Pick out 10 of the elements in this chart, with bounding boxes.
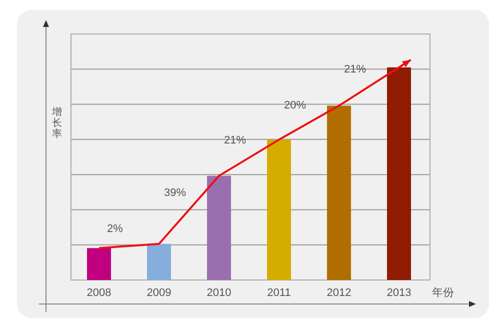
annotation: 2% bbox=[107, 222, 124, 235]
x-tick-label: 2008 bbox=[86, 287, 112, 299]
x-tick-label: 2013 bbox=[386, 287, 412, 299]
x-tick-label: 2012 bbox=[326, 287, 352, 299]
y-axis-title: 增长率 bbox=[51, 106, 62, 140]
x-tick-label: 2010 bbox=[206, 287, 232, 299]
x-axis-title: 年份 bbox=[432, 287, 454, 299]
x-tick-label: 2009 bbox=[146, 287, 172, 299]
x-tick-label: 2011 bbox=[267, 287, 291, 299]
annotation: 39% bbox=[164, 186, 186, 199]
